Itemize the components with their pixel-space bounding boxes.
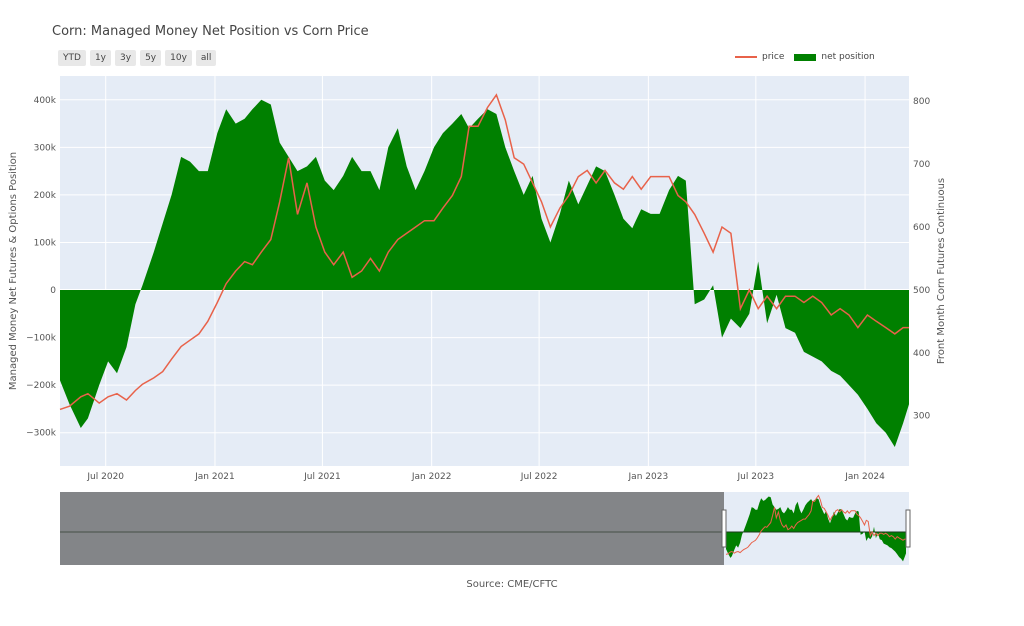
- x-tick-label: Jul 2021: [303, 472, 341, 482]
- range-button-10y[interactable]: 10y: [165, 50, 192, 66]
- x-tick-label: Jan 2024: [844, 472, 885, 482]
- range-button-3y[interactable]: 3y: [115, 50, 137, 66]
- y-tick-label: −100k: [26, 334, 57, 344]
- legend-label-net-position: net position: [821, 52, 875, 62]
- y2-axis-title: Front Month Corn Futures Continuous: [936, 178, 947, 364]
- legend: price net position: [735, 52, 885, 62]
- range-slider-price-line: [725, 494, 906, 555]
- y2-tick-label: 600: [913, 223, 930, 233]
- tick-layer: 400k 300k 200k 100k 0 −100k −200k −300k 800 700 60…: [26, 96, 930, 482]
- chart-title: Corn: Managed Money Net Position vs Corn…: [52, 24, 369, 39]
- range-slider-net-position-area: [726, 496, 906, 562]
- y-tick-label: −300k: [26, 429, 57, 439]
- legend-swatch-net-position: [794, 53, 817, 61]
- legend-swatch-price: [735, 56, 757, 58]
- x-tick-label: Jan 2021: [194, 472, 235, 482]
- y-axis-title: Managed Money Net Futures & Options Posi…: [8, 152, 19, 390]
- y2-tick-label: 500: [913, 286, 930, 296]
- y-tick-label: 0: [50, 286, 56, 296]
- legend-item-net-position[interactable]: net position: [794, 52, 875, 62]
- y-tick-label: 200k: [34, 191, 57, 201]
- range-slider-mask: [60, 492, 724, 565]
- net-position-area: [60, 99, 909, 448]
- x-tick-label: Jan 2023: [628, 472, 669, 482]
- x-tick-label: Jul 2022: [520, 472, 558, 482]
- x-tick-label: Jul 2023: [737, 472, 775, 482]
- y2-tick-label: 700: [913, 160, 930, 170]
- y-tick-label: 100k: [34, 238, 57, 248]
- x-tick-label: Jan 2022: [411, 472, 452, 482]
- price-layer: [59, 93, 909, 411]
- y2-tick-label: 400: [913, 349, 930, 359]
- x-tick-label: Jul 2020: [86, 472, 124, 482]
- range-selector: YTD 1y 3y 5y 10y all: [58, 50, 217, 66]
- source-note: Source: CME/CFTC: [466, 579, 558, 590]
- y2-tick-label: 800: [913, 97, 930, 107]
- legend-label-price: price: [762, 52, 785, 62]
- y-tick-label: 300k: [34, 143, 57, 153]
- y2-tick-label: 300: [913, 412, 930, 422]
- range-button-all[interactable]: all: [195, 50, 217, 66]
- y-tick-label: −200k: [26, 381, 57, 391]
- price-line: [59, 93, 909, 411]
- range-slider-price: [725, 494, 906, 555]
- range-button-5y[interactable]: 5y: [140, 50, 162, 66]
- range-button-1y[interactable]: 1y: [89, 50, 111, 66]
- range-slider-handle-right[interactable]: [905, 509, 911, 548]
- range-button-ytd[interactable]: YTD: [58, 50, 86, 66]
- range-slider-handle-left[interactable]: [721, 509, 727, 548]
- net-position-layer: [60, 99, 909, 448]
- legend-item-price[interactable]: price: [735, 52, 784, 62]
- y-tick-label: 400k: [34, 96, 57, 106]
